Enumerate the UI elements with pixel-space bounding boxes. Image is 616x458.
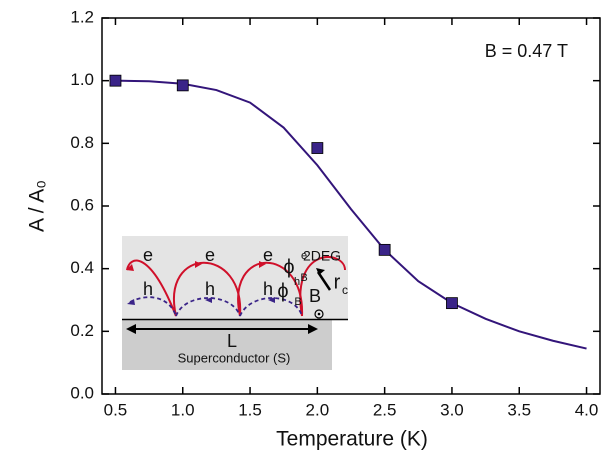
inset-label: h bbox=[143, 279, 153, 299]
x-tick-label: 4.0 bbox=[575, 400, 599, 419]
2deg-region bbox=[122, 236, 348, 319]
field-symbol bbox=[314, 309, 324, 319]
x-tick-label: 0.5 bbox=[104, 400, 128, 419]
inset-label: e bbox=[301, 250, 307, 262]
x-tick-label: 1.0 bbox=[171, 400, 195, 419]
x-tick-label: 1.5 bbox=[238, 400, 262, 419]
inset-label: e bbox=[205, 245, 215, 265]
field-symbol-dot bbox=[317, 312, 321, 316]
y-tick-label: 0.0 bbox=[70, 383, 94, 402]
inset-label: B bbox=[309, 286, 321, 306]
inset-label: ϕ bbox=[283, 256, 294, 278]
inset-label: 2DEG bbox=[303, 248, 341, 264]
y-tick-label: 1.0 bbox=[70, 70, 94, 89]
data-point bbox=[176, 79, 189, 92]
x-tick-label: 2.5 bbox=[373, 400, 397, 419]
inset-label: c bbox=[342, 283, 348, 297]
annotation: B = 0.47 T bbox=[485, 41, 568, 61]
inset-label: B bbox=[300, 272, 307, 284]
inset-label: Superconductor (S) bbox=[178, 350, 291, 365]
data-point bbox=[311, 142, 324, 154]
x-axis-title: Temperature (K) bbox=[276, 428, 428, 451]
hole-orbits bbox=[129, 296, 303, 317]
fit-line bbox=[115, 79, 587, 350]
y-axis-title: A / A₀ bbox=[26, 180, 49, 232]
inset-label: ϕ bbox=[277, 280, 288, 302]
inset-label: r bbox=[334, 271, 341, 293]
y-tick-label: 0.2 bbox=[70, 321, 94, 340]
inset-label: B bbox=[294, 296, 301, 308]
inset-label: h bbox=[205, 279, 215, 299]
inset-label: e bbox=[143, 245, 153, 265]
inset-label: L bbox=[227, 331, 237, 351]
data-point bbox=[378, 243, 391, 256]
y-tick-label: 0.6 bbox=[70, 195, 94, 214]
x-tick-label: 2.0 bbox=[306, 400, 330, 419]
y-tick-label: 0.4 bbox=[70, 258, 94, 277]
data-point bbox=[446, 297, 458, 310]
x-tick-label: 3.5 bbox=[507, 400, 531, 419]
x-tick-label: 3.0 bbox=[440, 400, 464, 419]
electron-arrows bbox=[126, 261, 266, 271]
plot-frame bbox=[101, 17, 601, 395]
hole-arrows bbox=[127, 297, 275, 305]
y-tick-label: 0.8 bbox=[70, 133, 94, 152]
radius-arrowhead bbox=[316, 268, 325, 275]
inset-label: e bbox=[263, 245, 273, 265]
inset-label: h bbox=[263, 279, 273, 299]
radius-arrow bbox=[316, 271, 332, 291]
inset-label: h bbox=[294, 276, 300, 288]
data-point bbox=[109, 74, 122, 87]
y-tick-label: 1.2 bbox=[70, 7, 94, 26]
electron-orbits bbox=[126, 256, 346, 317]
